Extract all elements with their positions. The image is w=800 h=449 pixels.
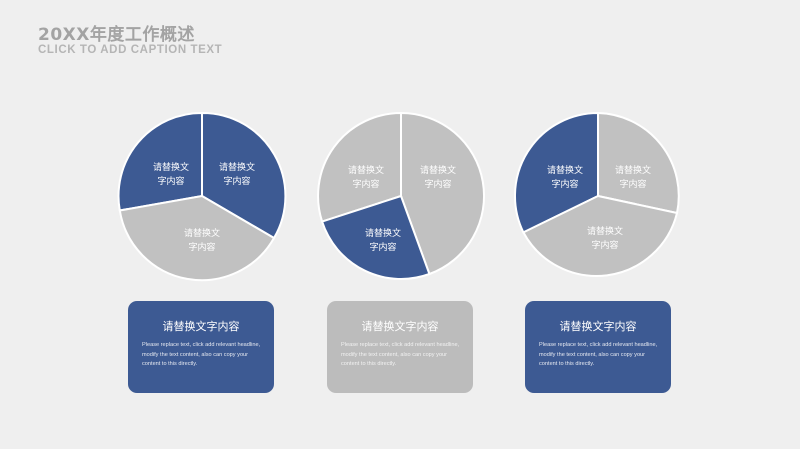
pie1-slice-1 (117, 111, 203, 212)
pie3-slice-1 (514, 111, 599, 234)
pie2-slice-3-label-2: 字内容 (369, 241, 396, 253)
pie1-slice-3-label: 请替换文 (184, 227, 220, 239)
pie3-slice-1-label: 请替换文 (547, 164, 583, 176)
pie2-slice-1-label: 请替换文 (348, 164, 384, 176)
pie-chart-3: 请替换文 字内容 请替换文 字内容 请替换文 字内容 (514, 111, 680, 277)
pie2-slice-1 (317, 111, 402, 223)
pie2-slice-2-label: 请替换文 (420, 164, 456, 176)
text-card-3: 请替换文字内容 Please replace text, click add r… (525, 301, 671, 393)
page-title: 20XX年度工作概述 (38, 25, 195, 45)
card-3-title: 请替换文字内容 (559, 320, 637, 333)
card-2-title: 请替换文字内容 (361, 320, 439, 333)
pie2-slice-3 (320, 194, 431, 280)
pie-chart-1: 请替换文 字内容 请替换文 字内容 请替换文 字内容 (117, 111, 287, 282)
pie1-slice-3 (118, 194, 276, 282)
pie3-slice-3-label: 请替换文 (587, 225, 623, 237)
pie1-slice-3-label-2: 字内容 (188, 241, 215, 253)
pie2-slice-2-label-2: 字内容 (424, 178, 451, 190)
pie3-slice-2-label-2: 字内容 (619, 178, 646, 190)
pie3-slice-1-label-2: 字内容 (551, 178, 578, 190)
text-card-1: 请替换文字内容 Please replace text, click add r… (128, 301, 274, 393)
text-card-2: 请替换文字内容 Please replace text, click add r… (327, 301, 473, 393)
pie3-slice-2 (597, 111, 680, 215)
pie1-slice-1-label: 请替换文 (153, 161, 189, 173)
pie3-slice-3-label-2: 字内容 (591, 239, 618, 251)
pie2-slice-2 (400, 111, 485, 276)
card-2-body: Please replace text, click add relevant … (341, 342, 460, 367)
card-3-body: Please replace text, click add relevant … (539, 342, 658, 367)
pie3-slice-3 (522, 194, 679, 277)
pie1-slice-2-label-2: 字内容 (223, 175, 250, 187)
pie1-slice-1-label-2: 字内容 (157, 175, 184, 187)
pie-chart-2: 请替换文 字内容 请替换文 字内容 请替换文 字内容 (317, 111, 485, 280)
pie2-slice-1-label-2: 字内容 (352, 178, 379, 190)
pie2-slice-3-label: 请替换文 (365, 227, 401, 239)
card-1-title: 请替换文字内容 (162, 320, 240, 333)
pie1-slice-2 (201, 111, 287, 240)
pie1-slice-2-label: 请替换文 (219, 161, 255, 173)
page-subtitle: CLICK TO ADD CAPTION TEXT (38, 44, 223, 56)
card-1-body: Please replace text, click add relevant … (142, 342, 261, 367)
pie3-slice-2-label: 请替换文 (615, 164, 651, 176)
